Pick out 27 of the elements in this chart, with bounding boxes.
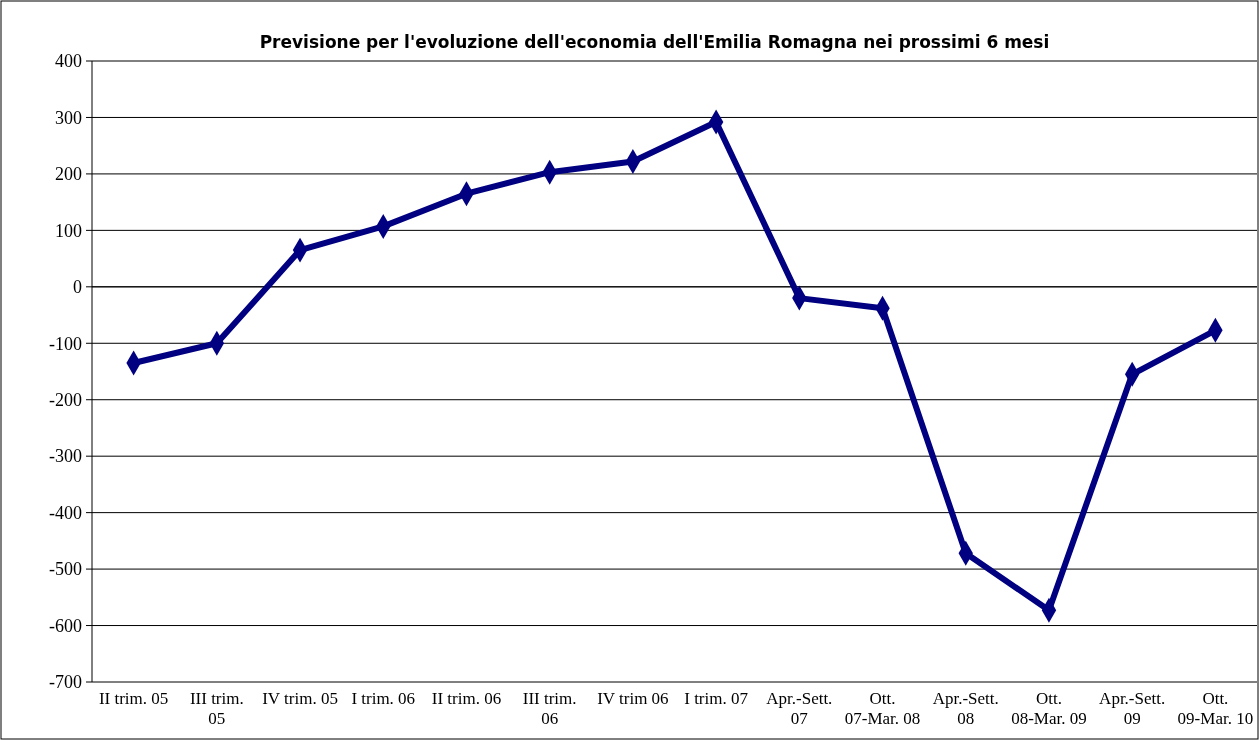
- x-tick-label: III trim. 05: [189, 689, 244, 728]
- y-tick-label: -100: [49, 333, 82, 354]
- x-tick-label: Ott. 09-Mar. 10: [1177, 689, 1254, 728]
- y-tick-label: -300: [49, 446, 82, 467]
- chart-title: Previsione per l'evoluzione dell'economia dell'Emilia Romagna nei prossimi 6 mesi: [259, 32, 1050, 52]
- y-tick-label: 300: [55, 107, 82, 128]
- y-tick-label: 400: [55, 51, 82, 72]
- y-tick-label: -500: [49, 559, 82, 580]
- x-tick-label: IV trim 06: [597, 689, 669, 708]
- x-tick-label: Ott. 08-Mar. 09: [1011, 689, 1087, 728]
- y-tick-label: -700: [49, 672, 82, 693]
- y-tick-label: -600: [49, 615, 82, 636]
- y-tick-label: 200: [55, 164, 82, 185]
- y-tick-label: -200: [49, 390, 82, 411]
- y-tick-label: 0: [73, 277, 82, 298]
- y-tick-label: 100: [55, 220, 82, 241]
- x-tick-label: Apr.-Sett. 07: [766, 689, 833, 728]
- x-tick-label: III trim. 06: [522, 689, 577, 728]
- y-tick-label: -400: [49, 502, 82, 523]
- x-tick-label: II trim. 05: [98, 689, 169, 708]
- x-tick-label: II trim. 06: [431, 689, 502, 708]
- x-tick-label: Ott. 07-Mar. 08: [844, 689, 921, 728]
- x-tick-label: I trim. 07: [684, 689, 749, 708]
- x-tick-label: Apr.-Sett. 08: [932, 689, 999, 728]
- x-tick-label: Apr.-Sett. 09: [1099, 689, 1166, 728]
- x-tick-label: IV trim. 05: [262, 689, 338, 708]
- x-tick-label: I trim. 06: [351, 689, 416, 708]
